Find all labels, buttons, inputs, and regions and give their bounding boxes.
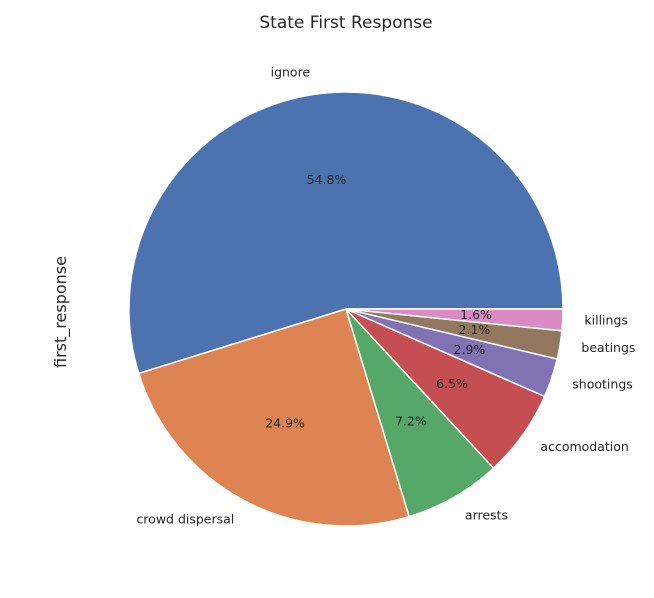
pie-slice-killings bbox=[345, 308, 564, 332]
pie-slice-ignore bbox=[128, 91, 564, 375]
pie-wedges bbox=[128, 91, 564, 527]
y-axis-label: first_response bbox=[51, 256, 71, 368]
slice-label-killings: killings bbox=[584, 312, 628, 327]
slice-label-shootings: shootings bbox=[572, 376, 632, 391]
pie-slice-crowd-dispersal bbox=[137, 308, 411, 527]
slice-label-beatings: beatings bbox=[581, 340, 635, 355]
pie-labels: ignore 54.8% crowd dispersal 24.9% arrests 7.… bbox=[136, 65, 635, 527]
slice-pct-label-arrests: 7.2% bbox=[395, 413, 427, 428]
slice-pct-label-shootings: 2.9% bbox=[454, 342, 486, 357]
slice-label-arrests: arrests bbox=[465, 507, 508, 522]
slice-pct-label-ignore: 54.8% bbox=[307, 172, 347, 187]
slice-pct-label-accomodation: 6.5% bbox=[436, 376, 468, 391]
slice-label-crowd-dispersal: crowd dispersal bbox=[136, 511, 234, 526]
slice-label-ignore: ignore bbox=[271, 65, 311, 80]
slice-pct-label-beatings: 2.1% bbox=[459, 322, 491, 337]
slice-pct-label-crowd-dispersal: 24.9% bbox=[265, 416, 305, 431]
slice-label-accomodation: accomodation bbox=[540, 439, 628, 454]
slice-pct-label-killings: 1.6% bbox=[460, 307, 492, 322]
chart-title: State First Response bbox=[259, 13, 432, 33]
